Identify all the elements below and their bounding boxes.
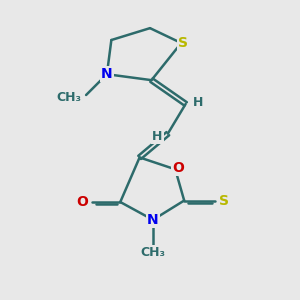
Text: N: N bbox=[147, 213, 159, 227]
Text: S: S bbox=[219, 194, 229, 208]
Text: CH₃: CH₃ bbox=[57, 92, 82, 104]
Text: H: H bbox=[152, 130, 163, 143]
Text: N: N bbox=[101, 67, 113, 81]
Text: O: O bbox=[76, 195, 88, 209]
Text: CH₃: CH₃ bbox=[140, 246, 166, 259]
Text: H: H bbox=[193, 96, 203, 109]
Text: O: O bbox=[172, 161, 184, 175]
Text: S: S bbox=[178, 36, 188, 50]
